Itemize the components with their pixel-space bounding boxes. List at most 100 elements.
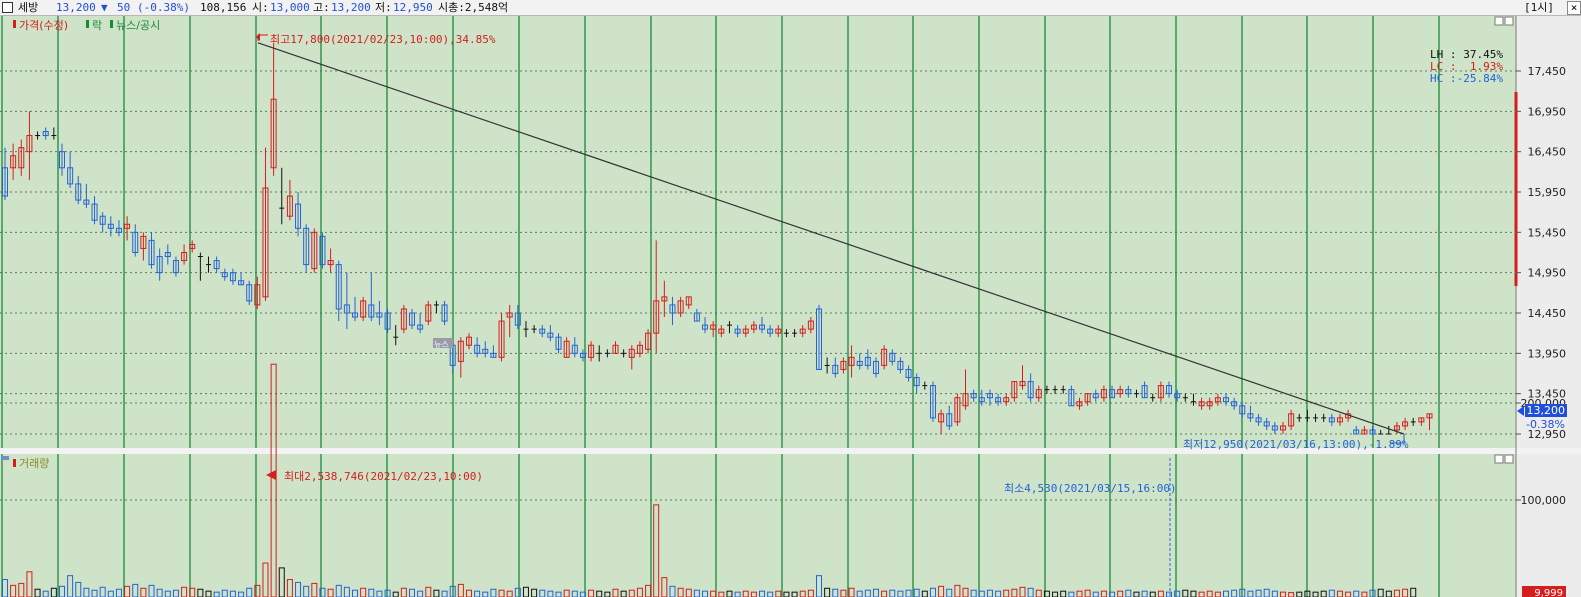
candle	[107, 216, 114, 237]
candle	[254, 276, 261, 309]
candle	[197, 252, 203, 281]
candle	[628, 345, 635, 370]
candle	[555, 333, 562, 354]
candle	[531, 325, 537, 334]
volume-bar	[677, 587, 684, 597]
candle	[767, 325, 774, 338]
price-tick-label: 16,450	[1528, 146, 1567, 159]
candle	[425, 300, 432, 326]
stock-header-bar: 세방 13,200 ▼ 50 (-0.38%) 108,156 시: 13,00…	[0, 0, 1581, 16]
volume-bar	[221, 589, 228, 597]
candle	[2, 147, 8, 201]
candle	[946, 405, 953, 430]
volume-bar	[319, 587, 326, 597]
candle	[1166, 381, 1173, 398]
market-cap: 시총:2,548억	[438, 1, 509, 14]
volume-bar	[1279, 591, 1286, 597]
trend-line[interactable]	[257, 42, 1405, 435]
panel-close-icon[interactable]	[1504, 454, 1514, 464]
candle	[1239, 401, 1246, 418]
close-icon[interactable]: ×	[1567, 1, 1581, 15]
volume-bar	[905, 589, 912, 597]
candle	[832, 357, 839, 378]
candle	[726, 321, 732, 334]
candle	[229, 268, 236, 285]
candle	[83, 183, 90, 209]
low-label: 저:	[375, 1, 392, 14]
candle	[645, 329, 652, 354]
candle	[1035, 385, 1042, 402]
candle	[636, 341, 643, 358]
lc-value: 1.93%	[1470, 60, 1503, 73]
candle	[1279, 421, 1286, 434]
candle	[238, 272, 245, 286]
volume-bar	[1328, 589, 1335, 597]
candle	[246, 280, 253, 305]
panel-box-icon[interactable]	[1494, 454, 1504, 464]
candle	[1271, 421, 1278, 434]
candle	[327, 248, 334, 273]
volume-bar	[1092, 591, 1099, 597]
candle	[506, 304, 513, 338]
candle	[295, 192, 302, 237]
panel-box-icon[interactable]	[1494, 16, 1504, 26]
volume-bar	[1052, 591, 1059, 597]
candle	[99, 212, 106, 233]
period-selector[interactable]: [1시]	[1524, 1, 1554, 14]
volume-bar	[767, 591, 774, 597]
volume-bar	[1109, 591, 1116, 597]
arrow-right-icon	[1390, 434, 1405, 444]
candle	[474, 337, 481, 358]
volume-bar	[1255, 589, 1262, 597]
min-price-annotation: 최저12,950(2021/03/16,13:00),-1.89%	[1183, 438, 1409, 451]
checkbox-icon[interactable]	[2, 2, 13, 13]
candle	[343, 272, 350, 330]
candle	[840, 357, 847, 374]
volume-bar	[986, 589, 993, 597]
volume-bar	[238, 591, 245, 597]
stock-name: 세방	[18, 1, 39, 14]
volume-bar	[579, 591, 586, 597]
candle	[523, 321, 529, 338]
volume-bar	[124, 585, 131, 597]
volume-panel[interactable]	[0, 454, 1516, 597]
volume-bar	[628, 589, 635, 597]
volume-bar	[889, 589, 896, 597]
lh-value: 37.45%	[1463, 48, 1503, 61]
candle	[1092, 389, 1099, 402]
price-tick-label: 14,950	[1528, 267, 1567, 280]
candle	[311, 228, 318, 273]
candle	[42, 127, 49, 140]
price-panel[interactable]	[0, 16, 1516, 448]
volume-bar	[791, 591, 798, 597]
candle	[124, 216, 131, 241]
legend-drop: 락	[92, 19, 102, 32]
hc-label: HC :	[1430, 72, 1457, 85]
candle	[547, 325, 554, 342]
candle	[970, 389, 977, 402]
price-tick-label: 15,950	[1528, 186, 1567, 199]
candle	[1328, 413, 1335, 426]
volume-bar	[26, 571, 33, 597]
high-label: 고:	[313, 1, 330, 14]
volume-bar	[970, 589, 977, 597]
panel-separator[interactable]	[0, 448, 1581, 454]
high-price: 13,200	[331, 1, 371, 14]
volume-bar	[1361, 591, 1368, 597]
candle	[221, 268, 228, 281]
volume-bar	[449, 585, 456, 597]
volume-axis	[1516, 454, 1581, 597]
stock-chart[interactable]: 17,450 16,950 16,450 15,950 15,450 14,950 14,4…	[0, 16, 1581, 597]
candle	[262, 147, 269, 301]
price-tick-label: 13,450	[1528, 388, 1567, 401]
candle	[67, 151, 74, 188]
news-tag[interactable]: 뉴스	[434, 340, 449, 349]
volume-bar	[588, 589, 595, 597]
candle	[775, 325, 782, 338]
volume-bar	[604, 591, 611, 597]
price-tick-label: 13,950	[1528, 347, 1567, 360]
panel-close-icon[interactable]	[1504, 16, 1514, 26]
candle	[1198, 397, 1205, 410]
candle	[1361, 425, 1368, 435]
candle	[978, 389, 985, 406]
